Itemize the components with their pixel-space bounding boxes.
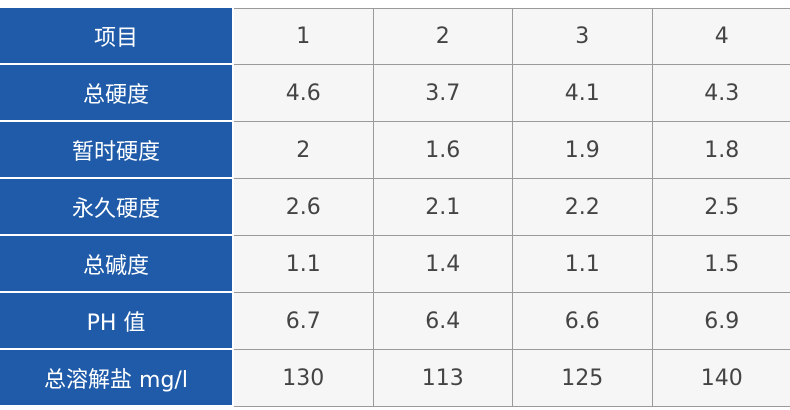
value-cell: 1.5	[652, 236, 790, 293]
row-header-cell: 总碱度	[0, 236, 232, 293]
value-cell: 6.7	[234, 293, 374, 350]
row-header-cell: 总硬度	[0, 65, 232, 122]
column-header-cell: 4	[652, 8, 790, 65]
column-header-cell: 2	[373, 8, 513, 65]
value-cell: 2.6	[234, 179, 374, 236]
row-header-cell: 总溶解盐 mg/l	[0, 350, 232, 407]
value-cell: 3.7	[373, 65, 513, 122]
value-cell: 1.1	[234, 236, 374, 293]
value-cell: 1.4	[373, 236, 513, 293]
table: 项目 1 2 3 4 总硬度 4.6 3.7 4.1 4.3 暂时硬度 2 1.6 1.9 1.8 永久硬度 2…	[0, 8, 790, 407]
column-header-cell: 1	[234, 8, 374, 65]
value-cell: 1.9	[513, 122, 653, 179]
value-cell: 113	[373, 350, 513, 407]
value-cell: 1.6	[373, 122, 513, 179]
value-cell: 1.1	[513, 236, 653, 293]
value-cell: 130	[234, 350, 374, 407]
value-cell: 2.1	[373, 179, 513, 236]
value-cell: 2.2	[513, 179, 653, 236]
value-cell: 2	[234, 122, 374, 179]
row-header-cell: PH 值	[0, 293, 232, 350]
value-cell: 6.9	[652, 293, 790, 350]
value-cell: 6.6	[513, 293, 653, 350]
column-header-cell: 3	[513, 8, 653, 65]
value-cell: 1.8	[652, 122, 790, 179]
value-cell: 140	[652, 350, 790, 407]
row-header-cell: 项目	[0, 8, 232, 65]
value-cell: 4.3	[652, 65, 790, 122]
row-header-cell: 永久硬度	[0, 179, 232, 236]
value-cell: 4.6	[234, 65, 374, 122]
value-cell: 2.5	[652, 179, 790, 236]
value-cell: 125	[513, 350, 653, 407]
row-header-cell: 暂时硬度	[0, 122, 232, 179]
value-cell: 4.1	[513, 65, 653, 122]
value-cell: 6.4	[373, 293, 513, 350]
